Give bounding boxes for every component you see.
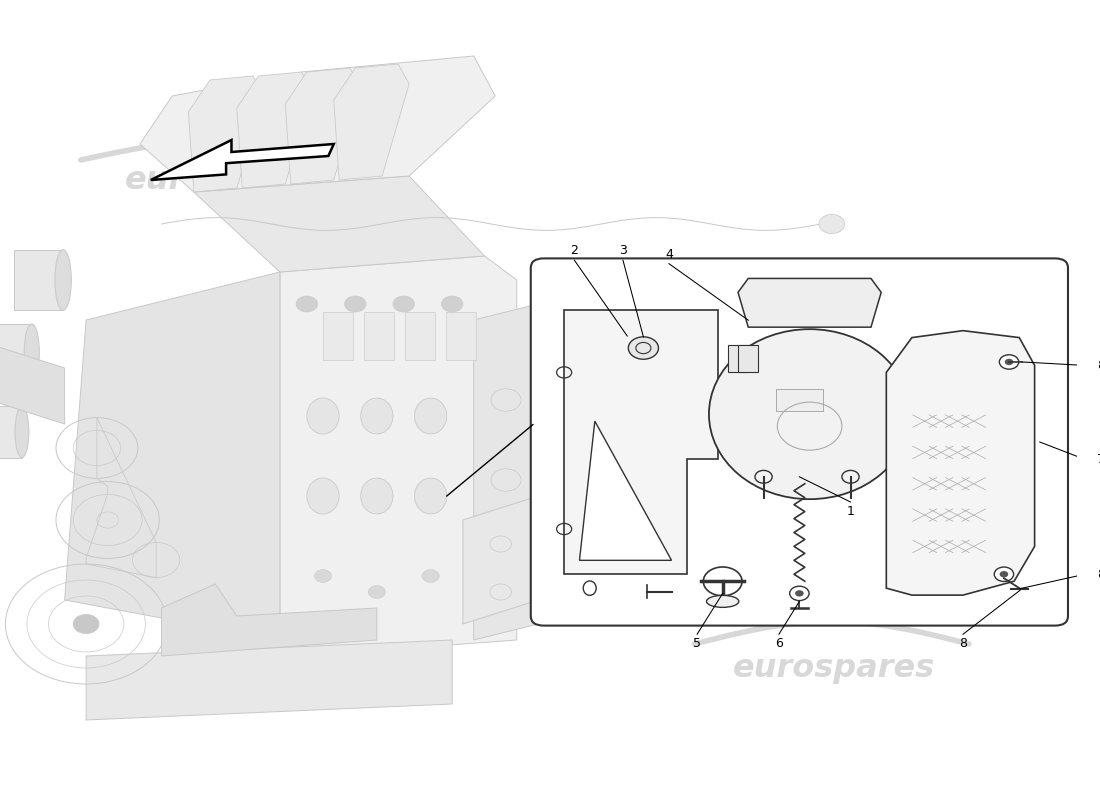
Text: 8: 8 xyxy=(1097,359,1100,372)
Ellipse shape xyxy=(708,329,911,499)
Ellipse shape xyxy=(361,398,393,434)
Circle shape xyxy=(1000,571,1009,578)
Ellipse shape xyxy=(361,478,393,514)
Ellipse shape xyxy=(307,478,339,514)
Polygon shape xyxy=(364,312,394,360)
Ellipse shape xyxy=(24,324,40,380)
Polygon shape xyxy=(580,421,671,560)
Polygon shape xyxy=(151,140,333,180)
Polygon shape xyxy=(279,256,517,656)
Polygon shape xyxy=(323,312,353,360)
Polygon shape xyxy=(65,272,279,640)
Circle shape xyxy=(368,586,385,598)
Polygon shape xyxy=(446,312,476,360)
Ellipse shape xyxy=(55,250,72,310)
Text: eurospares: eurospares xyxy=(125,165,327,195)
Polygon shape xyxy=(194,176,484,272)
Polygon shape xyxy=(887,330,1035,595)
Circle shape xyxy=(296,296,318,312)
Circle shape xyxy=(994,567,1013,582)
Text: 2: 2 xyxy=(571,244,579,257)
Circle shape xyxy=(1004,358,1013,365)
FancyBboxPatch shape xyxy=(531,258,1068,626)
Polygon shape xyxy=(474,304,538,640)
Text: eurospares: eurospares xyxy=(734,653,935,683)
Text: 8: 8 xyxy=(1097,568,1100,581)
Text: 7: 7 xyxy=(1097,453,1100,466)
Polygon shape xyxy=(86,640,452,720)
Polygon shape xyxy=(738,345,759,373)
Text: 1: 1 xyxy=(847,505,855,518)
Polygon shape xyxy=(738,278,881,327)
Ellipse shape xyxy=(415,398,447,434)
Polygon shape xyxy=(333,64,409,180)
Polygon shape xyxy=(188,76,264,192)
Polygon shape xyxy=(405,312,435,360)
Polygon shape xyxy=(285,68,361,184)
Circle shape xyxy=(74,614,99,634)
Polygon shape xyxy=(564,310,717,574)
Polygon shape xyxy=(140,56,495,192)
Text: eurospares: eurospares xyxy=(673,408,823,432)
Text: 4: 4 xyxy=(666,247,673,261)
Polygon shape xyxy=(0,406,22,458)
Polygon shape xyxy=(728,345,748,373)
Circle shape xyxy=(441,296,463,312)
Ellipse shape xyxy=(706,595,739,607)
Ellipse shape xyxy=(15,406,29,458)
Circle shape xyxy=(1000,354,1019,369)
Circle shape xyxy=(344,296,366,312)
Circle shape xyxy=(628,337,659,359)
Circle shape xyxy=(315,570,331,582)
Polygon shape xyxy=(236,72,312,188)
Polygon shape xyxy=(162,584,377,656)
Circle shape xyxy=(422,570,439,582)
Circle shape xyxy=(818,214,845,234)
Text: 6: 6 xyxy=(776,638,783,650)
Polygon shape xyxy=(14,250,63,310)
Polygon shape xyxy=(0,324,32,380)
Ellipse shape xyxy=(415,478,447,514)
Text: 3: 3 xyxy=(619,244,627,257)
Polygon shape xyxy=(0,344,65,424)
Ellipse shape xyxy=(307,398,339,434)
Circle shape xyxy=(393,296,415,312)
Circle shape xyxy=(795,590,804,597)
Text: 5: 5 xyxy=(693,638,701,650)
FancyBboxPatch shape xyxy=(776,389,823,411)
Polygon shape xyxy=(463,496,538,624)
Text: 8: 8 xyxy=(959,638,967,650)
